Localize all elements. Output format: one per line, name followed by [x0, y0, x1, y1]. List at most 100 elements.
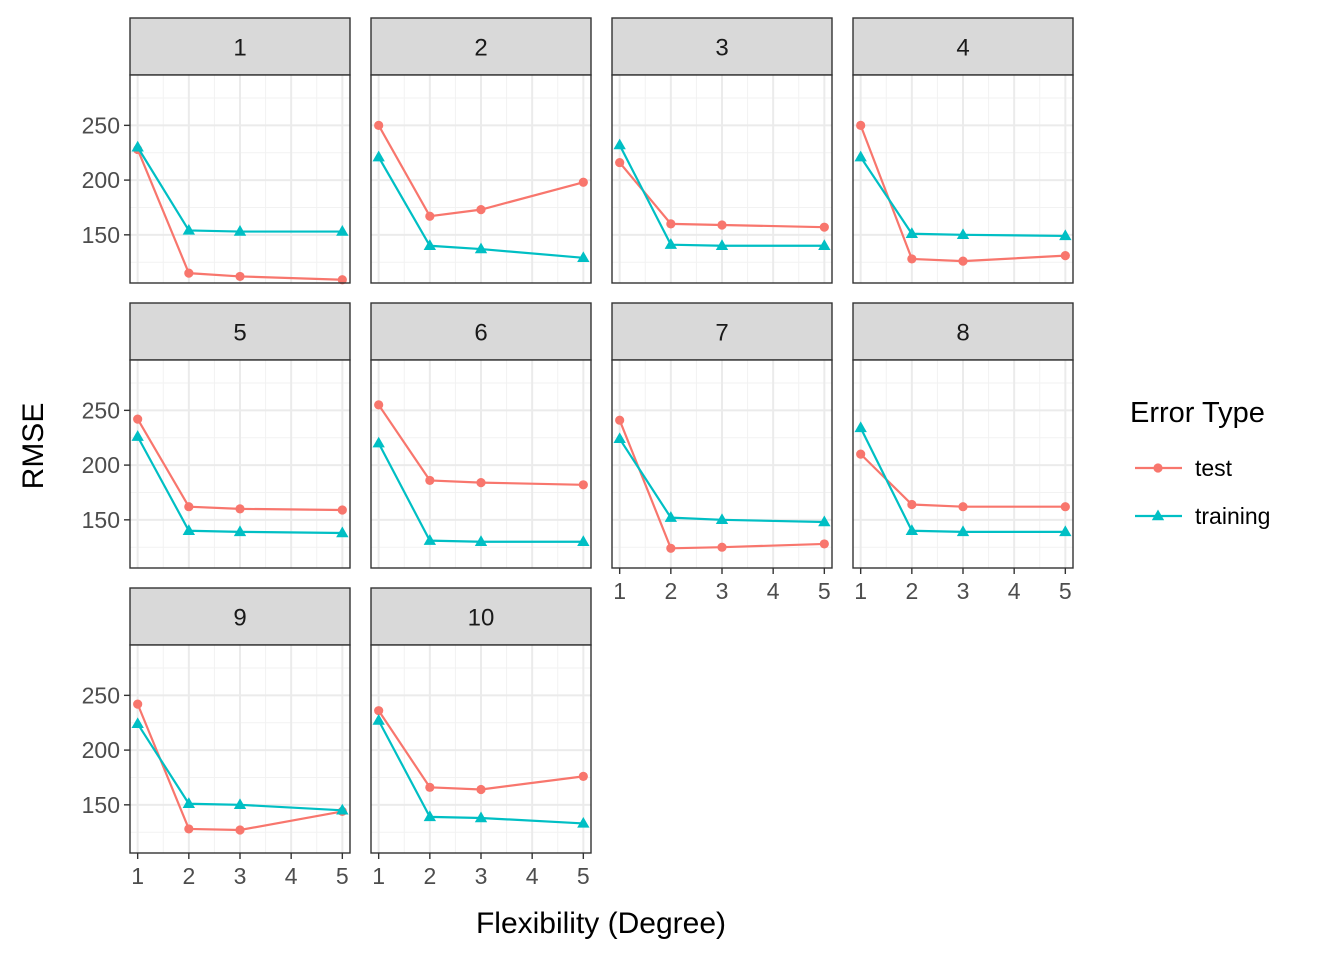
data-point-test — [184, 268, 194, 278]
facet-panel-10: 10 1 2 3 4 5 — [370, 587, 592, 889]
data-point-test — [133, 699, 143, 709]
data-point-training — [233, 525, 247, 537]
data-point-training — [336, 225, 349, 236]
data-point-training — [233, 225, 247, 236]
series-line-test — [377, 404, 584, 486]
data-point-training — [423, 810, 437, 822]
series-line-training — [377, 442, 584, 543]
facet-strip — [129, 17, 351, 76]
data-point-training — [336, 526, 349, 538]
data-point-training — [715, 239, 729, 251]
data-point-training — [664, 511, 678, 522]
data-point-test — [856, 120, 866, 130]
data-point-training — [956, 525, 970, 537]
data-point-test — [133, 414, 143, 424]
data-point-test — [425, 211, 435, 221]
panel-border — [611, 74, 833, 284]
data-point-training — [664, 238, 678, 249]
panels: 1 150 200 250 2 3 4 5 150 200 250 6 7 1 2 3 4 5 8 1 2 3 4 5 9 150… — [82, 17, 1074, 889]
x-tick-label: 2 — [423, 863, 436, 889]
legend: Error Type test training — [1130, 397, 1270, 529]
series-line-training — [618, 144, 825, 247]
legend-items: test training — [1135, 455, 1270, 529]
data-point-training — [131, 717, 144, 729]
facet-strip — [129, 587, 351, 646]
facet-strip-label: 8 — [956, 320, 969, 347]
legend-key-marker — [1153, 463, 1163, 473]
data-point-test — [476, 478, 486, 488]
data-point-training — [905, 524, 919, 536]
data-point-test — [425, 782, 435, 792]
y-tick-label: 250 — [82, 682, 120, 708]
series-line-test — [377, 710, 584, 791]
y-tick-label: 250 — [82, 397, 120, 423]
facet-panel-8: 8 1 2 3 4 5 — [852, 302, 1074, 604]
x-tick-label: 5 — [577, 863, 590, 889]
facet-strip — [370, 587, 592, 646]
facet-panel-1: 1 150 200 250 — [82, 17, 351, 285]
data-point-test — [425, 475, 435, 486]
x-tick-label: 4 — [1008, 578, 1021, 604]
legend-title: Error Type — [1130, 397, 1265, 429]
legend-label: test — [1195, 455, 1233, 481]
data-point-test — [717, 220, 727, 230]
facet-strip-label: 10 — [468, 605, 495, 632]
data-point-training — [182, 223, 196, 235]
series-line-training — [859, 427, 1066, 533]
panel-border — [129, 359, 351, 569]
data-point-test — [958, 256, 968, 266]
facet-strip — [370, 17, 592, 76]
data-point-test — [337, 505, 347, 515]
series-line-training — [136, 723, 343, 812]
data-point-training — [715, 513, 729, 525]
y-tick-label: 200 — [82, 167, 120, 193]
facet-strip-label: 5 — [233, 320, 246, 347]
x-tick-label: 3 — [234, 863, 247, 889]
x-axis-title: Flexibility (Degree) — [476, 907, 726, 940]
x-tick-label: 2 — [664, 578, 677, 604]
y-tick-label: 250 — [82, 112, 120, 138]
x-tick-label: 2 — [182, 863, 195, 889]
facet-strip — [370, 302, 592, 361]
facet-panel-9: 9 150 200 250 1 2 3 4 5 — [82, 587, 351, 889]
data-point-test — [615, 415, 625, 425]
y-axis-title: RMSE — [17, 403, 50, 490]
series-line-training — [377, 156, 584, 259]
x-tick-label: 5 — [336, 863, 349, 889]
x-tick-label: 2 — [905, 578, 918, 604]
series-line-training — [136, 146, 343, 233]
data-point-training — [336, 803, 349, 815]
data-point-test — [666, 543, 676, 553]
facet-panel-3: 3 — [611, 17, 833, 284]
x-tick-label: 5 — [1059, 578, 1072, 604]
series-line-training — [618, 438, 825, 524]
facet-strip — [611, 17, 833, 76]
data-point-test — [374, 400, 384, 410]
data-point-training — [372, 150, 385, 162]
series-line-test — [618, 419, 825, 550]
data-point-training — [423, 239, 437, 251]
series-line-test — [136, 149, 343, 281]
data-point-training — [854, 421, 867, 433]
data-point-test — [476, 205, 486, 215]
data-point-training — [577, 816, 590, 828]
data-point-test — [476, 784, 486, 795]
data-point-training — [131, 430, 144, 441]
data-point-test — [578, 177, 588, 187]
data-point-test — [184, 502, 194, 512]
series-line-test — [136, 418, 343, 512]
data-point-training — [818, 515, 831, 527]
series-line-test — [136, 703, 343, 832]
data-point-training — [233, 798, 247, 810]
series-line-test — [377, 124, 584, 218]
data-point-training — [1059, 525, 1072, 537]
facet-strip-label: 6 — [474, 320, 487, 347]
data-point-test — [1060, 251, 1070, 261]
data-point-test — [235, 825, 245, 835]
data-point-training — [474, 242, 488, 254]
y-tick-label: 150 — [82, 222, 120, 248]
facet-panel-6: 6 — [370, 302, 592, 569]
data-point-training — [131, 140, 144, 152]
legend-label: training — [1195, 503, 1270, 529]
facet-strip-label: 1 — [233, 35, 246, 62]
